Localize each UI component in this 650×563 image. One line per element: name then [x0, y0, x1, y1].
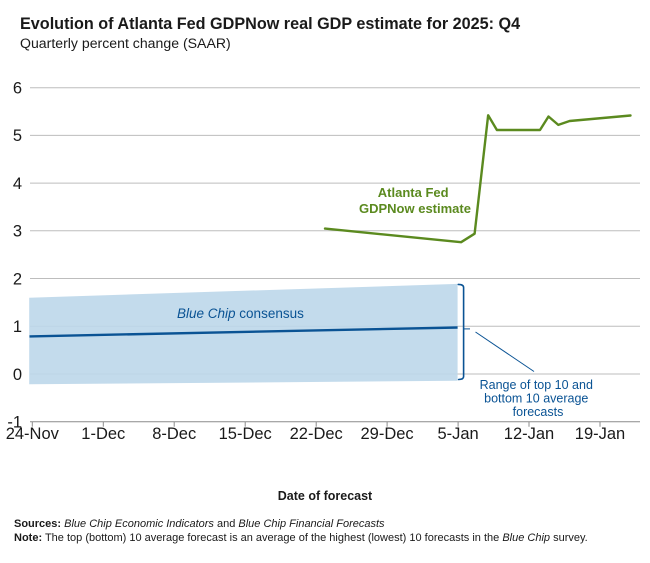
svg-text:12-Jan: 12-Jan — [504, 425, 554, 443]
svg-text:5-Jan: 5-Jan — [437, 425, 478, 443]
svg-text:24-Nov: 24-Nov — [6, 425, 60, 443]
svg-text:4: 4 — [13, 175, 22, 193]
svg-text:Atlanta Fed GDPNow estim: Atlanta Fed GDPNow estimate — [359, 185, 471, 216]
svg-text:0: 0 — [13, 366, 22, 384]
svg-text:Blue Chip consensus: Blue Chip consensus — [177, 306, 304, 321]
svg-text:8-Dec: 8-Dec — [152, 425, 196, 443]
svg-text:22-Dec: 22-Dec — [290, 425, 343, 443]
svg-text:15-Dec: 15-Dec — [219, 425, 272, 443]
svg-text:1: 1 — [13, 318, 22, 336]
svg-text:5: 5 — [13, 127, 22, 145]
svg-text:3: 3 — [13, 223, 22, 241]
svg-text:19-Jan: 19-Jan — [575, 425, 625, 443]
svg-text:6: 6 — [13, 80, 22, 98]
svg-text:2: 2 — [13, 270, 22, 288]
svg-text:1-Dec: 1-Dec — [81, 425, 125, 443]
svg-text:Range of top 10 and bott: Range of top 10 and bottom 10 average fo… — [480, 378, 597, 419]
svg-text:29-Dec: 29-Dec — [360, 425, 413, 443]
